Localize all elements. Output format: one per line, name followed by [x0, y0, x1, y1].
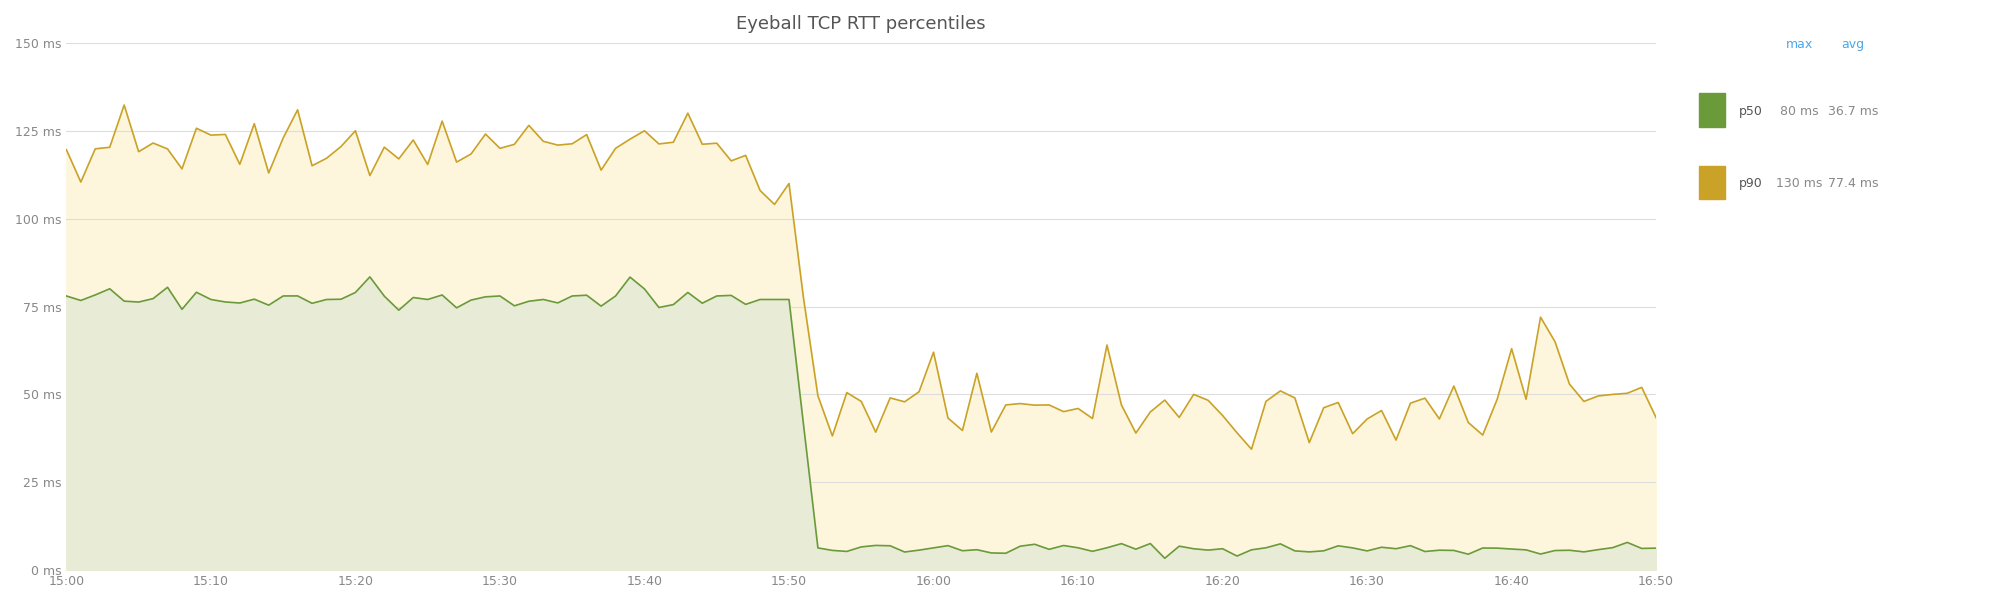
Title: Eyeball TCP RTT percentiles: Eyeball TCP RTT percentiles	[735, 15, 985, 33]
Text: 77.4 ms: 77.4 ms	[1826, 177, 1878, 191]
Text: 36.7 ms: 36.7 ms	[1826, 105, 1878, 118]
Text: max: max	[1784, 38, 1812, 51]
Text: avg: avg	[1840, 38, 1864, 51]
Text: 80 ms: 80 ms	[1778, 105, 1818, 118]
Text: 130 ms: 130 ms	[1774, 177, 1822, 191]
Text: p90: p90	[1738, 177, 1762, 191]
Text: p50: p50	[1738, 105, 1762, 118]
